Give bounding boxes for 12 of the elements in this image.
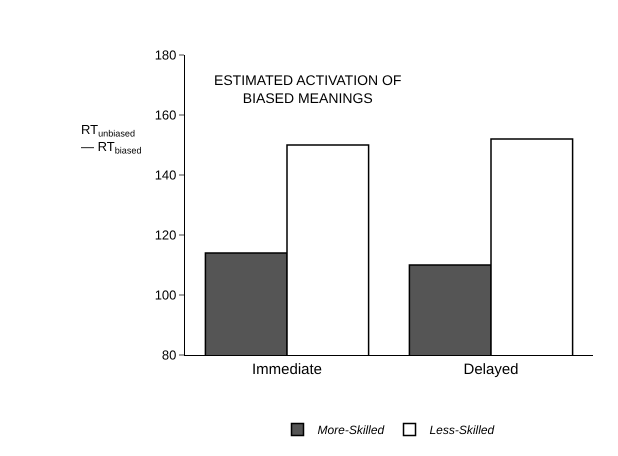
legend-label: More-Skilled <box>318 423 385 438</box>
y-tick-label: 140 <box>154 168 176 183</box>
y-tick-label: 120 <box>154 228 176 243</box>
text: ESTIMATED ACTIVATION OF BIASED MEANINGS <box>214 72 402 106</box>
x-tick-label: Immediate <box>252 361 322 378</box>
y-axis-title: RT$_{unbiased}$ — RT$_{biased}$ <box>81 122 142 156</box>
x-tick-label: Delayed <box>463 361 519 378</box>
y-tick-label: 100 <box>154 288 176 303</box>
y-tick-label: 160 <box>154 108 176 123</box>
y-tick-label: 80 <box>162 348 176 363</box>
y-tick-label: 180 <box>154 48 176 63</box>
legend-label: Less-Skilled <box>430 423 495 438</box>
